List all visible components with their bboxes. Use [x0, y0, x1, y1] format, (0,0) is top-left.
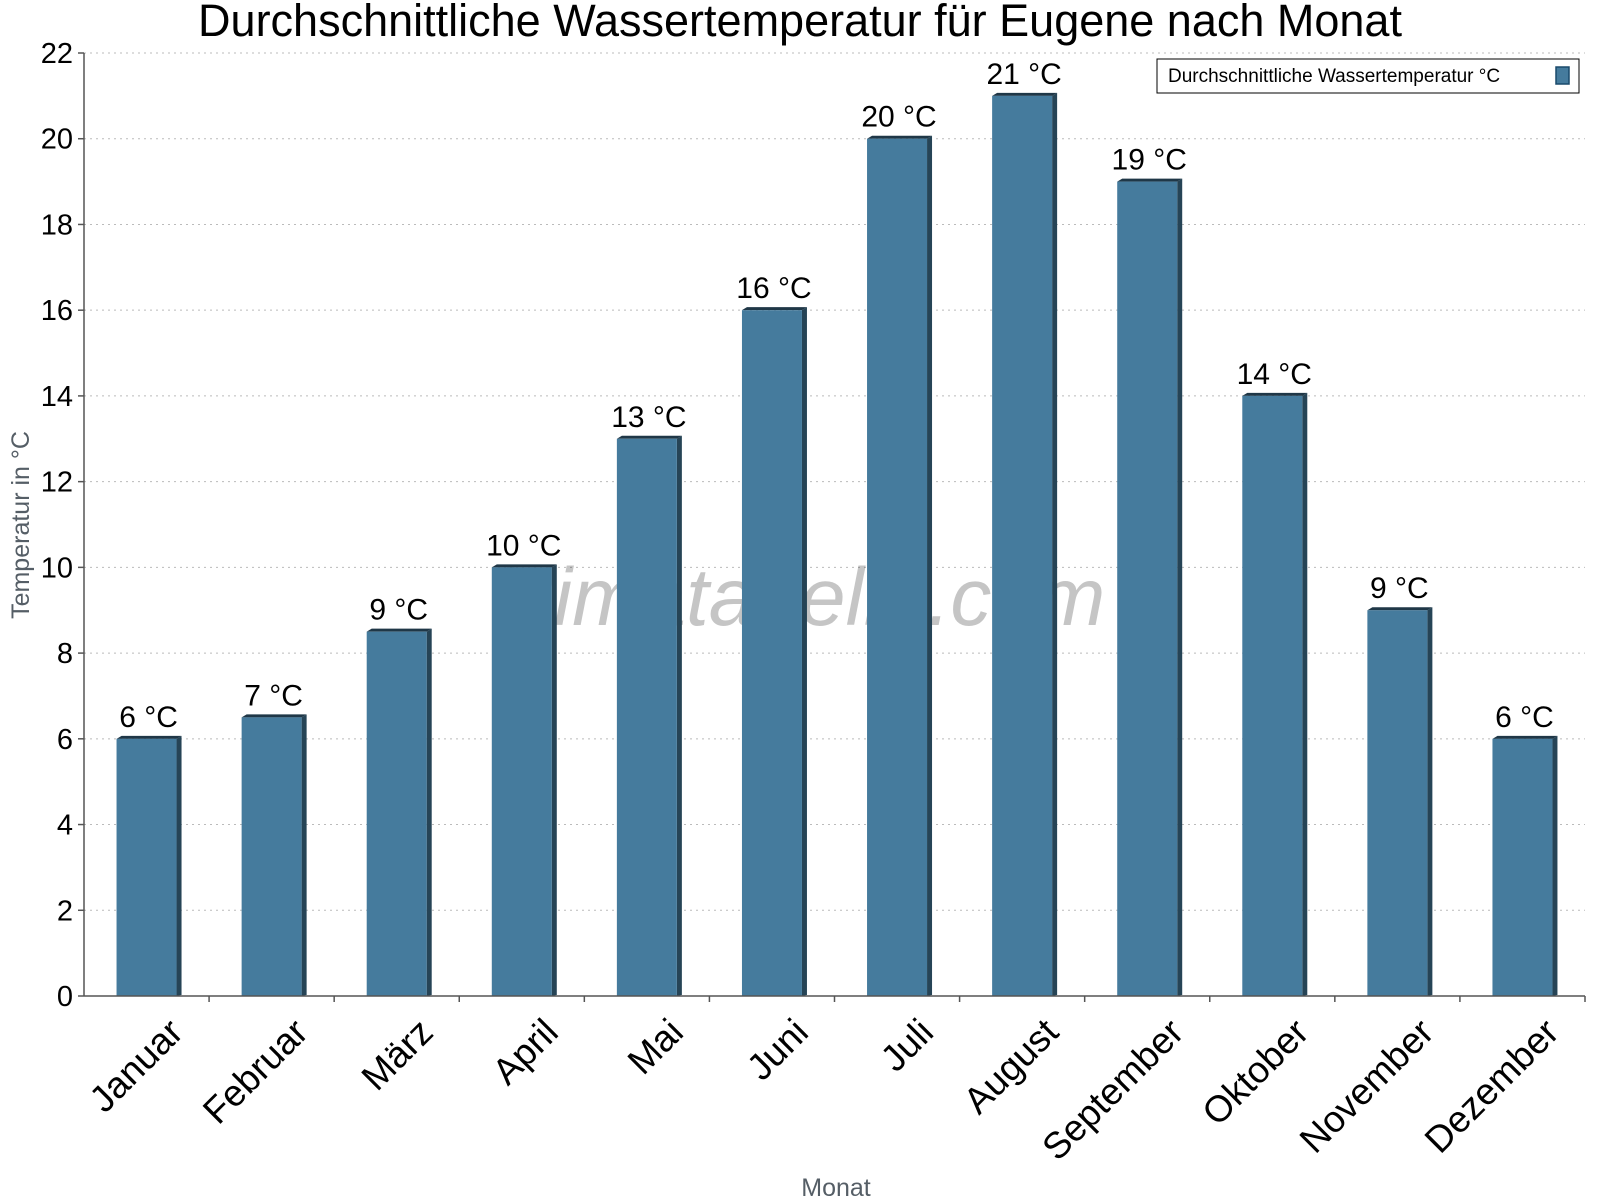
data-label: 6 °C: [1495, 701, 1554, 734]
y-tick-label: 4: [57, 810, 73, 842]
bar-top: [241, 714, 307, 718]
legend-label: Durchschnittliche Wassertemperatur °C: [1168, 66, 1500, 87]
data-labels: 6 °C 7 °C 9 °C 10 °C 13 °C 16 °C 20 °C 21 °C 19 …: [119, 58, 1554, 734]
y-tick-label: 6: [57, 724, 73, 756]
x-tick-label: Juli: [873, 1011, 941, 1079]
bar-top: [116, 735, 182, 739]
bar-side: [1427, 607, 1433, 996]
y-tick-label: 12: [41, 467, 73, 499]
chart-title: Durchschnittliche Wassertemperatur für E…: [198, 0, 1402, 46]
y-tick-label: 8: [57, 638, 73, 670]
bar-side: [551, 564, 557, 996]
y-tick-label: 16: [41, 295, 73, 327]
bar-top: [741, 307, 807, 311]
x-tick-label: Dezember: [1417, 1011, 1567, 1161]
x-tick-label: Februar: [195, 1011, 316, 1132]
bar: [741, 310, 802, 996]
y-axis-ticks: 0 2 4 6 8 10 12 14 16 18 20 22: [41, 38, 84, 1013]
bar-top: [1117, 178, 1183, 182]
bar-top: [1367, 607, 1433, 611]
grid-lines: [84, 52, 1585, 911]
x-tick-label: November: [1292, 1011, 1442, 1161]
bar-side: [1052, 92, 1058, 996]
x-axis-title: Monat: [801, 1174, 871, 1200]
data-label: 7 °C: [244, 679, 303, 712]
bar: [1242, 395, 1303, 997]
bar-side: [176, 735, 182, 996]
y-tick-label: 0: [57, 981, 73, 1013]
bar: [491, 567, 552, 996]
data-label: 19 °C: [1112, 144, 1187, 177]
bar: [1367, 610, 1428, 996]
data-label: 13 °C: [611, 401, 686, 434]
bar-side: [1177, 178, 1183, 996]
x-tick-label: Oktober: [1194, 1011, 1316, 1133]
x-tick-label: März: [354, 1011, 441, 1098]
bar-side: [426, 628, 432, 996]
x-tick-label: April: [484, 1011, 565, 1092]
data-label: 20 °C: [861, 101, 936, 134]
bar-side: [801, 307, 807, 996]
x-tick-label: Mai: [620, 1011, 691, 1082]
bar-top: [992, 92, 1058, 96]
data-label: 10 °C: [486, 529, 561, 562]
x-axis-ticks: Januar Februar März April Mai Juni Juli AugustS…: [82, 996, 1586, 1168]
x-tick-label: August: [956, 1011, 1067, 1122]
legend: Durchschnittliche Wassertemperatur °C: [1156, 58, 1580, 94]
data-label: 21 °C: [986, 58, 1061, 91]
axes: [83, 53, 1585, 997]
bar-side: [301, 714, 307, 996]
bar-side: [927, 135, 933, 996]
bar: [992, 95, 1053, 996]
y-tick-label: 20: [41, 124, 73, 156]
bar-top: [366, 628, 432, 632]
bar-top: [1242, 392, 1308, 396]
bar: [366, 631, 427, 996]
y-tick-label: 14: [41, 381, 73, 413]
bar: [116, 738, 177, 996]
bar-top: [616, 435, 682, 439]
bar-side: [1302, 392, 1308, 997]
bars: [116, 92, 1558, 997]
bar: [241, 717, 302, 996]
bar-side: [676, 435, 682, 997]
data-label: 6 °C: [119, 701, 178, 734]
bar-top: [491, 564, 557, 568]
data-label: 14 °C: [1237, 358, 1312, 391]
x-tick-label: Januar: [82, 1011, 191, 1120]
bar: [1117, 181, 1178, 996]
bar: [1492, 738, 1553, 996]
legend-box: [1156, 58, 1580, 94]
bar: [616, 438, 677, 997]
y-tick-label: 18: [41, 209, 73, 241]
bar-side: [1552, 735, 1558, 996]
y-tick-label: 22: [41, 38, 73, 70]
y-axis-title: Temperatur in °C: [7, 431, 35, 619]
legend-swatch: [1555, 66, 1570, 85]
data-label: 9 °C: [1370, 572, 1429, 605]
data-label: 9 °C: [369, 594, 428, 627]
bar-top: [867, 135, 933, 139]
data-label: 16 °C: [736, 272, 811, 305]
bar: [867, 138, 928, 996]
bar-top: [1492, 735, 1558, 739]
x-tick-label: Juni: [739, 1011, 816, 1088]
y-tick-label: 2: [57, 895, 73, 927]
y-tick-label: 10: [41, 552, 73, 584]
